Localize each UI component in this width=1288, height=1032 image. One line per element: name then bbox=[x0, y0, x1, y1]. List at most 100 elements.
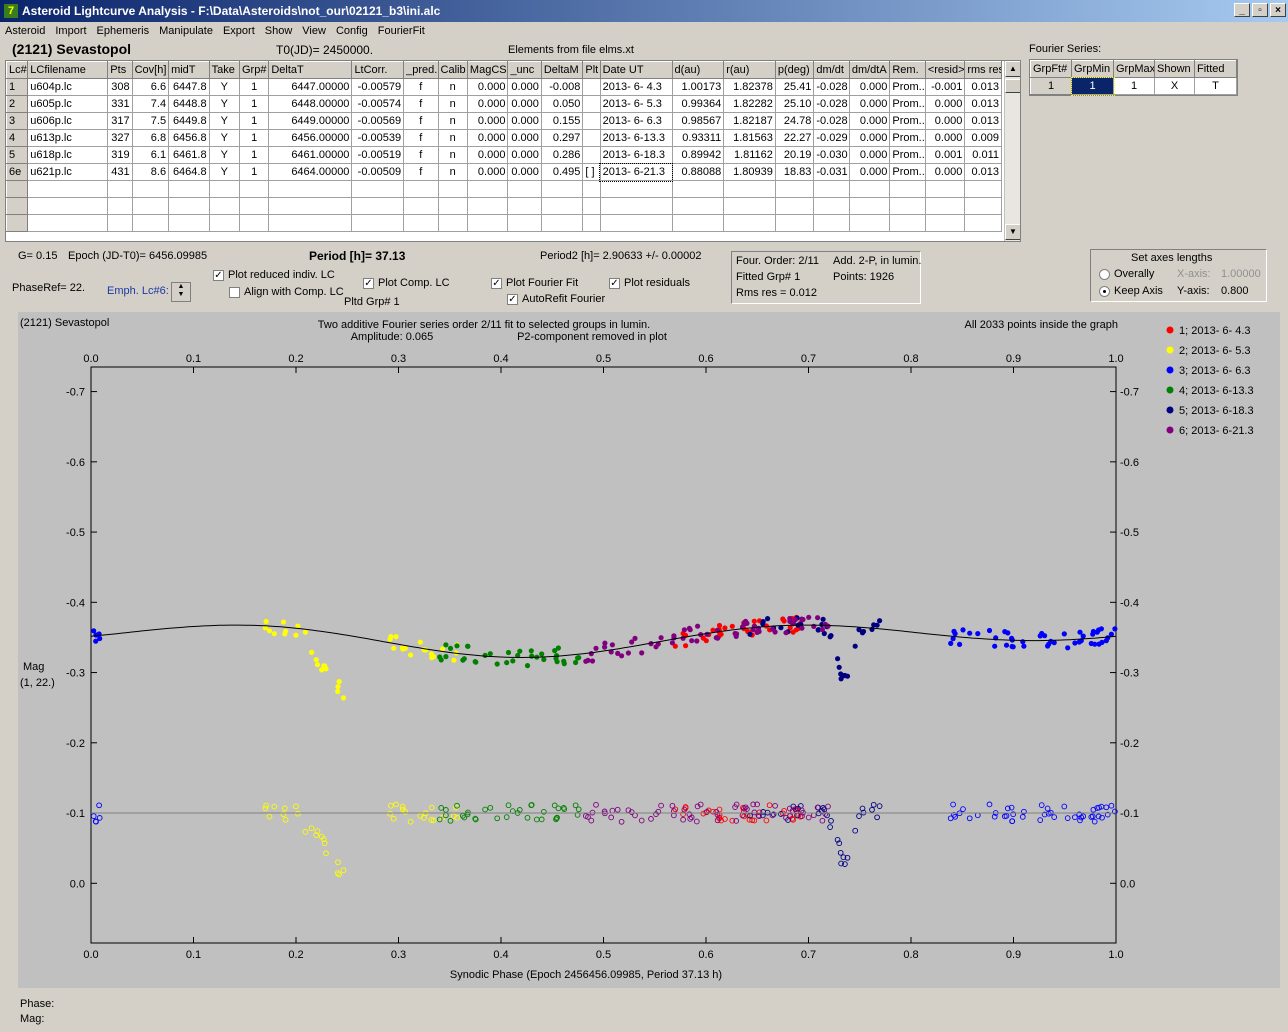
empty-cell[interactable] bbox=[131, 180, 170, 198]
fourier-cell-grpmin[interactable]: 1 bbox=[1070, 76, 1115, 96]
empty-cell[interactable] bbox=[131, 214, 170, 232]
table-cell[interactable]: Prom... bbox=[889, 112, 926, 130]
fourier-col-grpft[interactable]: GrpFt# bbox=[1030, 60, 1072, 78]
table-cell[interactable]: 1 bbox=[238, 95, 270, 113]
empty-cell[interactable] bbox=[6, 214, 29, 232]
empty-cell[interactable] bbox=[27, 197, 109, 215]
table-cell[interactable]: u604p.lc bbox=[27, 78, 109, 96]
col-header[interactable]: _unc bbox=[507, 61, 542, 79]
table-cell[interactable]: -0.00519 bbox=[351, 146, 405, 164]
table-cell[interactable] bbox=[582, 112, 601, 130]
table-cell[interactable]: 1.82378 bbox=[723, 78, 776, 96]
table-cell[interactable]: -0.028 bbox=[813, 112, 850, 130]
table-cell[interactable]: 0.000 bbox=[924, 163, 966, 181]
row-header[interactable]: 5 bbox=[6, 146, 29, 164]
table-cell[interactable]: 1 bbox=[238, 146, 270, 164]
table-cell[interactable]: 2013- 6- 4.3 bbox=[599, 78, 673, 96]
table-cell[interactable]: 327 bbox=[107, 129, 133, 147]
empty-cell[interactable] bbox=[964, 214, 1002, 232]
table-cell[interactable]: 1.00173 bbox=[671, 78, 725, 96]
table-cell[interactable]: 0.000 bbox=[848, 129, 891, 147]
col-header[interactable]: dm/dtA bbox=[848, 61, 891, 79]
table-cell[interactable]: 0.000 bbox=[466, 112, 509, 130]
empty-cell[interactable] bbox=[168, 214, 210, 232]
empty-cell[interactable] bbox=[466, 214, 509, 232]
row-header[interactable]: 1 bbox=[6, 78, 29, 96]
empty-cell[interactable] bbox=[238, 197, 270, 215]
empty-cell[interactable] bbox=[6, 180, 29, 198]
table-cell[interactable] bbox=[582, 146, 601, 164]
table-cell[interactable]: 1 bbox=[238, 163, 270, 181]
col-header[interactable]: rms res bbox=[964, 61, 1002, 79]
table-cell[interactable]: 0.93311 bbox=[671, 129, 725, 147]
empty-cell[interactable] bbox=[131, 197, 170, 215]
fourier-cell-grpft[interactable]: 1 bbox=[1030, 77, 1072, 95]
empty-cell[interactable] bbox=[507, 197, 542, 215]
table-cell[interactable]: 2013- 6- 6.3 bbox=[599, 112, 673, 130]
scroll-thumb[interactable] bbox=[1005, 79, 1020, 93]
col-header[interactable]: LtCorr. bbox=[351, 61, 405, 79]
table-cell[interactable]: 6456.00000 bbox=[268, 129, 353, 147]
lc-table-scrollbar[interactable]: ▲ ▼ bbox=[1004, 61, 1020, 241]
table-cell[interactable]: 0.000 bbox=[466, 129, 509, 147]
table-cell[interactable]: u605p.lc bbox=[27, 95, 109, 113]
table-cell[interactable]: n bbox=[437, 163, 468, 181]
table-cell[interactable]: u618p.lc bbox=[27, 146, 109, 164]
table-cell[interactable]: 6461.00000 bbox=[268, 146, 353, 164]
keep-axis-radio[interactable] bbox=[1099, 285, 1110, 297]
table-cell[interactable]: f bbox=[403, 95, 439, 113]
table-cell[interactable]: 6449.00000 bbox=[268, 112, 353, 130]
table-cell[interactable]: Y bbox=[208, 78, 240, 96]
table-row[interactable]: 4 u613p.lc 327 6.8 6456.8 Y 1 6456.00000 -0.0053… bbox=[6, 129, 1002, 147]
empty-cell[interactable] bbox=[238, 180, 270, 198]
comp-checkbox[interactable]: ✓ bbox=[363, 277, 374, 289]
col-header[interactable]: Grp# bbox=[238, 61, 270, 79]
table-cell[interactable]: 0.000 bbox=[848, 95, 891, 113]
empty-cell[interactable] bbox=[238, 214, 270, 232]
table-cell[interactable]: Prom... bbox=[889, 95, 926, 113]
table-cell[interactable]: Y bbox=[208, 163, 240, 181]
table-row[interactable]: 6e u621p.lc 431 8.6 6464.8 Y 1 6464.00000 -0.005… bbox=[6, 162, 1002, 182]
table-cell[interactable]: 0.011 bbox=[964, 146, 1002, 164]
check-comp[interactable]: ✓ Plot Comp. LC bbox=[363, 277, 450, 289]
empty-cell[interactable] bbox=[671, 214, 725, 232]
empty-cell[interactable] bbox=[723, 214, 776, 232]
table-cell[interactable]: 0.000 bbox=[507, 129, 542, 147]
table-cell[interactable]: -0.001 bbox=[924, 78, 966, 96]
col-header[interactable]: Date UT bbox=[599, 61, 673, 79]
empty-cell[interactable] bbox=[671, 197, 725, 215]
empty-cell[interactable] bbox=[107, 180, 133, 198]
empty-row[interactable] bbox=[6, 197, 1002, 215]
table-cell[interactable]: u621p.lc bbox=[27, 163, 109, 181]
empty-cell[interactable] bbox=[774, 214, 815, 232]
empty-cell[interactable] bbox=[774, 197, 815, 215]
col-header[interactable]: midT bbox=[168, 61, 210, 79]
empty-cell[interactable] bbox=[889, 197, 926, 215]
table-cell[interactable]: 0.000 bbox=[507, 112, 542, 130]
menu-asteroid[interactable]: Asteroid bbox=[5, 25, 46, 37]
reduced-checkbox[interactable]: ✓ bbox=[213, 269, 224, 281]
empty-cell[interactable] bbox=[107, 197, 133, 215]
empty-cell[interactable] bbox=[889, 214, 926, 232]
empty-cell[interactable] bbox=[208, 180, 240, 198]
table-cell[interactable]: 1.82187 bbox=[723, 112, 776, 130]
col-header[interactable]: Take bbox=[208, 61, 240, 79]
col-header[interactable]: p(deg) bbox=[774, 61, 815, 79]
table-cell[interactable]: 25.10 bbox=[774, 95, 815, 113]
empty-cell[interactable] bbox=[582, 214, 601, 232]
table-cell[interactable]: 6464.00000 bbox=[268, 163, 353, 181]
empty-cell[interactable] bbox=[774, 180, 815, 198]
radio-keep[interactable]: Keep Axis bbox=[1099, 285, 1163, 297]
empty-cell[interactable] bbox=[268, 180, 353, 198]
fourier-cell-grpmax[interactable]: 1 bbox=[1113, 77, 1155, 95]
table-cell[interactable]: 317 bbox=[107, 112, 133, 130]
table-cell[interactable]: 1.82282 bbox=[723, 95, 776, 113]
table-cell[interactable]: Prom... bbox=[889, 129, 926, 147]
table-cell[interactable]: 7.5 bbox=[131, 112, 170, 130]
table-cell[interactable]: f bbox=[403, 112, 439, 130]
table-cell[interactable]: 6456.8 bbox=[168, 129, 210, 147]
table-cell[interactable]: 0.000 bbox=[848, 78, 891, 96]
table-cell[interactable]: 331 bbox=[107, 95, 133, 113]
fourier-checkbox[interactable]: ✓ bbox=[491, 277, 502, 289]
table-cell[interactable]: -0.008 bbox=[540, 78, 584, 96]
